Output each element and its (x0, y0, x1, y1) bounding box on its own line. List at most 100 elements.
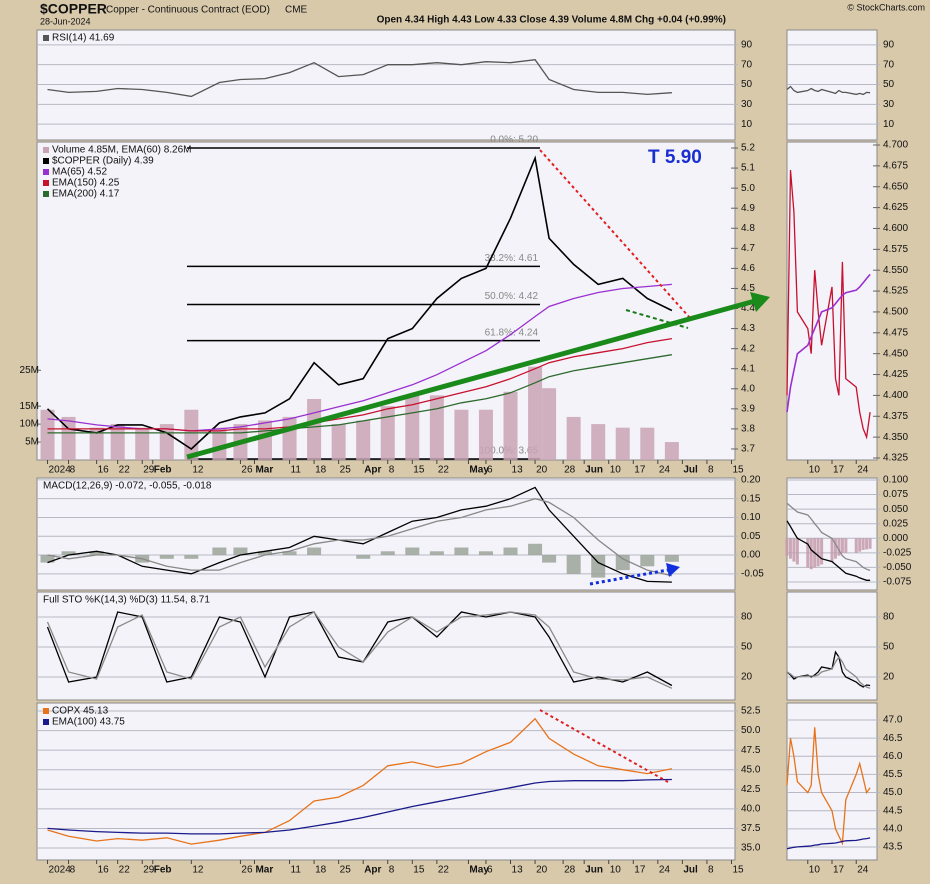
y-tick-label: 44.0 (883, 823, 903, 834)
x-tick-label: 10 (610, 865, 622, 876)
bar (795, 538, 799, 565)
bar (282, 551, 297, 556)
y-tick-label: 37.5 (741, 823, 761, 834)
x-tick-label: 12 (192, 865, 204, 876)
y2-tick-label: 15M (20, 401, 39, 412)
y-tick-label: 90 (741, 40, 753, 51)
y-tick-label: 80 (741, 612, 753, 623)
y-tick-label: 42.5 (741, 784, 761, 795)
x-tick-label: 16 (98, 865, 110, 876)
y-tick-label: 4.600 (883, 223, 908, 234)
y-tick-label: 4.3 (741, 323, 755, 334)
resistance-line (539, 149, 691, 319)
x-tick-label: 22 (119, 865, 131, 876)
x-tick-label: 29 (143, 865, 155, 876)
y-tick-label: 4.550 (883, 265, 908, 276)
y-tick-label: 0.025 (883, 518, 908, 529)
bar (840, 538, 844, 553)
legend-label: EMA(200) 4.17 (52, 189, 120, 200)
y-tick-label: -0.025 (883, 548, 912, 559)
bar (566, 555, 581, 574)
x-tick-label: 28 (564, 865, 576, 876)
line (786, 520, 871, 581)
panel (786, 702, 878, 861)
y-tick-label: 0.100 (883, 475, 908, 486)
y-tick-label: 4.4 (741, 303, 755, 314)
y-tick-label: 4.525 (883, 286, 908, 297)
bar (478, 409, 493, 460)
y-tick-label: 0.10 (741, 512, 761, 523)
y-tick-label: 4.8 (741, 223, 755, 234)
y2-tick-label: 5M (25, 437, 39, 448)
line (786, 502, 871, 572)
bar (40, 409, 55, 460)
line (786, 273, 871, 413)
legend-label: $COPPER (Daily) 4.39 (52, 156, 154, 167)
bar (257, 420, 272, 460)
panel-title: MACD(12,26,9) -0.072, -0.055, -0.018 (43, 481, 212, 492)
y2-tick-label: 10M (20, 419, 39, 430)
bar (61, 551, 76, 556)
credit: © StockCharts.com (847, 2, 925, 12)
x-tick-label: 25 (340, 865, 352, 876)
y-tick-label: 4.0 (741, 383, 755, 394)
x-tick-label: 15 (413, 465, 425, 476)
bar (858, 538, 862, 552)
chart-date: 28-Jun-2024 (40, 16, 91, 26)
arrow-head (666, 563, 680, 577)
legend-swatch (43, 169, 49, 175)
y-tick-label: 45.0 (883, 787, 903, 798)
y-tick-label: 5.2 (741, 143, 755, 154)
y-tick-label: 90 (883, 40, 895, 51)
bar (591, 555, 606, 578)
line (47, 486, 672, 583)
x-tick-label: Jul (683, 865, 698, 876)
x-tick-label: 20 (536, 465, 548, 476)
line (47, 498, 673, 577)
y-tick-label: 4.450 (883, 348, 908, 359)
panel-title: Full STO %K(14,3) %D(3) 11.54, 8.71 (43, 595, 210, 606)
y-tick-label: 45.5 (883, 769, 903, 780)
x-tick-label: 22 (119, 465, 131, 476)
bar (615, 555, 630, 571)
x-tick-label: 24 (857, 865, 869, 876)
legend-label: COPX 45.13 (52, 706, 109, 717)
x-tick-label: 2024 (49, 865, 72, 876)
exchange: CME (285, 5, 308, 16)
x-tick-label: Feb (154, 865, 172, 876)
bar (865, 538, 869, 550)
y-tick-label: 4.325 (883, 453, 908, 464)
x-tick-label: Feb (154, 465, 172, 476)
bar (566, 416, 581, 460)
x-tick-label: 20 (536, 865, 548, 876)
y-tick-label: 5.0 (741, 183, 755, 194)
target-label: T 5.90 (648, 147, 702, 168)
bar (356, 420, 371, 460)
y-tick-label: 0.05 (741, 531, 761, 542)
arrow-head (750, 292, 770, 312)
legend-label: Volume 4.85M, EMA(60) 8.26M (52, 145, 192, 156)
bar (61, 416, 76, 460)
x-tick-label: Jun (585, 865, 603, 876)
bar (478, 551, 493, 556)
line (47, 354, 673, 434)
x-tick-label: 13 (512, 865, 524, 876)
bar (212, 427, 227, 460)
bar (40, 555, 55, 563)
x-tick-label: 16 (98, 465, 110, 476)
x-tick-label: 29 (143, 465, 155, 476)
bar (788, 538, 792, 559)
x-tick-label: 24 (857, 465, 869, 476)
x-tick-label: 17 (634, 865, 646, 876)
x-tick-label: 12 (192, 465, 204, 476)
y-tick-label: 4.700 (883, 140, 908, 151)
line (47, 59, 672, 98)
x-tick-label: 17 (634, 465, 646, 476)
y-tick-label: 0.000 (883, 533, 908, 544)
x-tick-label: 2024 (49, 465, 72, 476)
x-tick-label: 8 (389, 465, 395, 476)
y-tick-label: 4.500 (883, 307, 908, 318)
y-tick-label: 4.6 (741, 263, 755, 274)
y-tick-label: 70 (741, 59, 753, 70)
